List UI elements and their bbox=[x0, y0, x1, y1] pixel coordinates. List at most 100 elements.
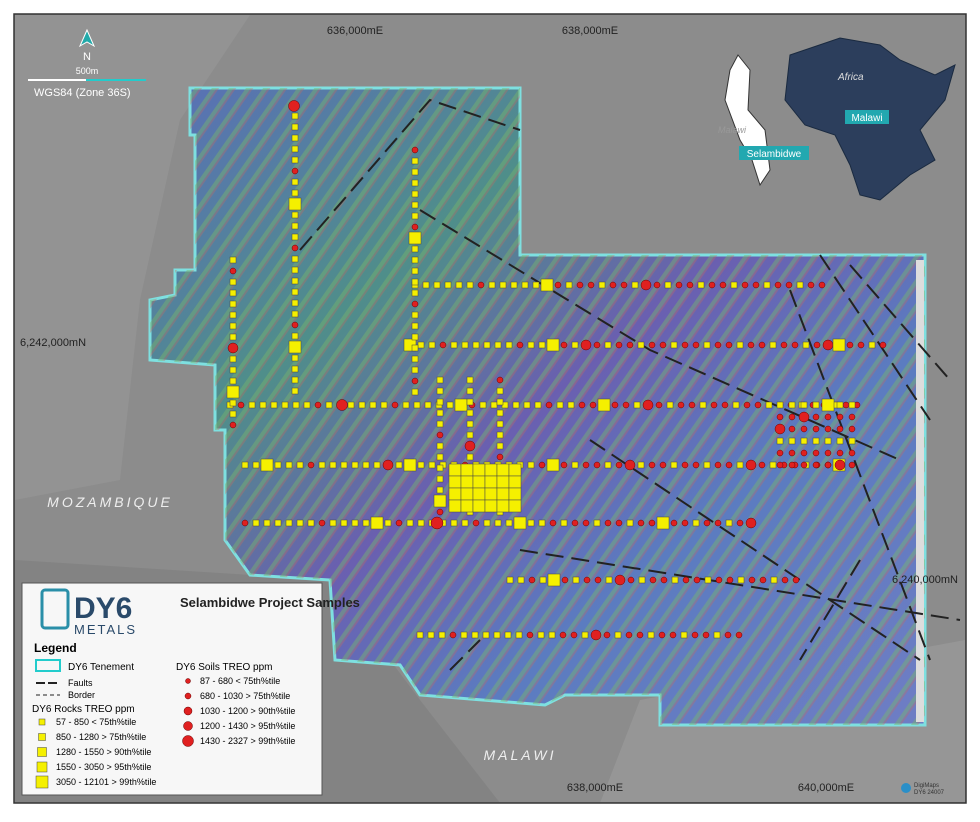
rock-sample bbox=[460, 475, 474, 489]
rock-sample bbox=[411, 245, 419, 253]
rock-sample bbox=[436, 398, 444, 406]
soil-sample bbox=[642, 399, 654, 411]
rock-sample bbox=[226, 385, 240, 399]
soil-sample bbox=[391, 401, 399, 409]
rock-sample bbox=[411, 157, 419, 165]
rock-sample bbox=[736, 461, 744, 469]
soil-sample bbox=[659, 341, 667, 349]
rock-sample bbox=[493, 631, 501, 639]
rock-sample bbox=[329, 519, 337, 527]
rock-sample bbox=[35, 775, 49, 789]
legend-subtitle: DY6 Soils TREO ppm bbox=[176, 662, 273, 673]
soil-sample bbox=[526, 631, 534, 639]
legend-subtitle: DY6 Rocks TREO ppm bbox=[32, 704, 135, 715]
soil-sample bbox=[812, 413, 820, 421]
rock-sample bbox=[484, 475, 498, 489]
datum: WGS84 (Zone 36S) bbox=[34, 87, 131, 99]
rock-sample bbox=[548, 631, 556, 639]
soil-sample bbox=[655, 401, 663, 409]
soil-sample bbox=[725, 461, 733, 469]
rock-sample bbox=[291, 134, 299, 142]
rock-sample bbox=[499, 281, 507, 289]
rock-sample bbox=[538, 341, 546, 349]
rock-sample bbox=[411, 311, 419, 319]
rock-sample bbox=[461, 341, 469, 349]
soil-sample bbox=[807, 281, 815, 289]
rock-sample bbox=[427, 631, 435, 639]
soil-sample bbox=[758, 461, 766, 469]
rock-sample bbox=[494, 519, 502, 527]
rock-sample bbox=[534, 401, 542, 409]
rock-sample bbox=[229, 256, 237, 264]
soil-sample bbox=[812, 461, 820, 469]
legend-item: 850 - 1280 > 75th%tile bbox=[56, 732, 146, 742]
rock-sample bbox=[581, 631, 589, 639]
soil-sample bbox=[785, 281, 793, 289]
soil-sample bbox=[743, 401, 751, 409]
soil-sample bbox=[752, 281, 760, 289]
legend-item: 680 - 1030 > 75th%tile bbox=[200, 691, 290, 701]
rock-sample bbox=[496, 398, 504, 406]
soil-sample bbox=[726, 576, 734, 584]
soil-sample bbox=[818, 281, 826, 289]
rock-sample bbox=[796, 281, 804, 289]
rock-sample bbox=[824, 437, 832, 445]
rock-sample bbox=[466, 281, 474, 289]
rock-sample bbox=[411, 344, 419, 352]
rock-sample bbox=[633, 401, 641, 409]
soil-sample bbox=[774, 423, 786, 435]
rock-sample bbox=[763, 281, 771, 289]
rock-sample bbox=[36, 761, 48, 773]
soil-sample bbox=[714, 519, 722, 527]
rock-sample bbox=[460, 631, 468, 639]
rock-sample bbox=[703, 461, 711, 469]
soil-sample bbox=[411, 300, 419, 308]
rock-sample bbox=[571, 461, 579, 469]
rock-sample bbox=[411, 333, 419, 341]
rock-sample bbox=[666, 401, 674, 409]
rock-sample bbox=[527, 461, 535, 469]
rock-sample bbox=[556, 401, 564, 409]
soil-sample bbox=[436, 508, 444, 516]
rock-sample bbox=[460, 487, 474, 501]
rock-sample bbox=[291, 310, 299, 318]
soil-sample bbox=[637, 519, 645, 527]
soil-sample bbox=[741, 281, 749, 289]
grid-label: 6,240,000mN bbox=[892, 574, 958, 586]
rock-sample bbox=[496, 463, 510, 477]
rock-sample bbox=[506, 576, 514, 584]
soil-sample bbox=[848, 413, 856, 421]
rock-sample bbox=[597, 398, 611, 412]
rock-sample bbox=[229, 322, 237, 330]
rock-sample bbox=[605, 576, 613, 584]
soil-sample bbox=[792, 576, 800, 584]
rock-sample bbox=[769, 461, 777, 469]
rock-sample bbox=[448, 499, 462, 513]
rock-sample bbox=[436, 486, 444, 494]
soil-sample bbox=[759, 576, 767, 584]
rock-sample bbox=[291, 332, 299, 340]
rock-sample bbox=[656, 516, 670, 530]
soil-sample bbox=[800, 425, 808, 433]
rock-sample bbox=[329, 461, 337, 469]
rock-sample bbox=[496, 487, 510, 501]
rock-sample bbox=[411, 256, 419, 264]
legend-item: 1550 - 3050 > 95th%tile bbox=[56, 762, 151, 772]
rock-sample bbox=[448, 487, 462, 501]
rock-sample bbox=[411, 201, 419, 209]
rock-sample bbox=[540, 278, 554, 292]
rock-sample bbox=[484, 499, 498, 513]
soil-sample bbox=[571, 519, 579, 527]
rock-sample bbox=[291, 233, 299, 241]
rock-sample bbox=[436, 442, 444, 450]
legend-item: 3050 - 12101 > 99th%tile bbox=[56, 777, 156, 787]
rock-sample bbox=[770, 576, 778, 584]
soil-sample bbox=[842, 401, 850, 409]
rock-sample bbox=[527, 341, 535, 349]
soil-sample bbox=[745, 459, 757, 471]
soil-sample bbox=[576, 281, 584, 289]
rock-sample bbox=[325, 401, 333, 409]
rock-sample bbox=[411, 289, 419, 297]
soil-sample bbox=[800, 461, 808, 469]
soil-sample bbox=[516, 341, 524, 349]
